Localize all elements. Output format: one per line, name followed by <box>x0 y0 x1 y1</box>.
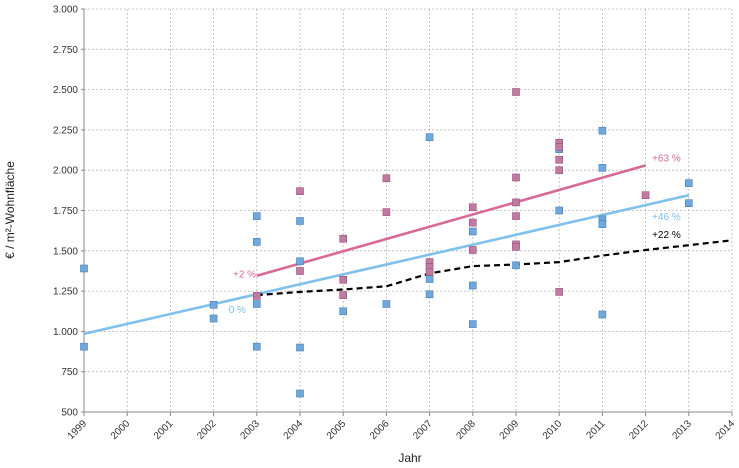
y-tick-label: 1.750 <box>53 206 78 217</box>
pink-data-point <box>512 212 520 220</box>
blue-data-point <box>468 281 477 290</box>
grid-lines <box>83 8 733 413</box>
x-tick-label: 2005 <box>325 418 349 442</box>
y-axis-title: € / m²-Wohnfläche <box>3 161 17 259</box>
x-tick-label: 2010 <box>541 418 565 442</box>
blue-data-point <box>425 290 434 299</box>
blue-data-point <box>555 206 564 215</box>
x-tick-label: 2012 <box>627 418 651 442</box>
pink-data-point <box>468 218 477 227</box>
pink-data-point <box>555 166 564 174</box>
blue-data-point <box>598 220 607 228</box>
x-tick-label: 2009 <box>498 418 522 442</box>
blue-data-point <box>684 199 693 207</box>
x-tick-label: 2008 <box>454 418 478 442</box>
blue-data-point <box>425 133 434 141</box>
pink-data-point <box>468 246 477 254</box>
blue-data-point <box>468 320 477 328</box>
pink-data-point <box>382 208 391 216</box>
y-tick-label: 2.500 <box>53 85 78 96</box>
blue-data-point <box>512 261 520 270</box>
y-tick-labels: 500 750 1.000 1.250 1.500 1.750 2.000 2.250 2.50… <box>53 5 78 419</box>
x-tick-label: 2002 <box>195 418 219 442</box>
blue-data-point <box>598 164 607 172</box>
blue-data-point <box>598 126 607 135</box>
blue-data-point <box>684 179 693 187</box>
solid-trend-line <box>83 193 690 336</box>
y-tick-label: 2.250 <box>53 125 78 136</box>
blue-data-point <box>209 300 218 309</box>
blue-data-point <box>253 238 261 246</box>
pink-data-point <box>555 155 564 164</box>
pink-data-point <box>641 191 650 199</box>
pink-data-point <box>339 234 348 243</box>
pink-data-point <box>555 143 564 151</box>
trend-label: +46 % <box>652 212 681 223</box>
x-tick-labels: 1999 2000 2001 2002 2003 2004 2005 2006 2007 2008… <box>66 418 738 442</box>
pink-data-point <box>296 187 304 195</box>
blue-data-point <box>296 389 304 398</box>
pink-data-point <box>253 292 261 300</box>
y-tick-label: 3.000 <box>53 5 78 16</box>
blue-data-point <box>468 227 477 236</box>
trend-label: +63 % <box>652 153 681 164</box>
blue-data-point <box>80 342 88 351</box>
trend-label: +2 % <box>233 269 256 280</box>
pink-data-point <box>512 243 520 251</box>
x-tick-label: 2004 <box>282 418 306 442</box>
pink-data-point <box>468 203 477 212</box>
x-axis-title: Jahr <box>398 451 421 465</box>
trend-lines <box>83 164 733 336</box>
pink-data-point <box>555 288 564 296</box>
pink-data-point <box>382 174 391 183</box>
x-tick-label: 1999 <box>66 418 90 442</box>
y-tick-label: 500 <box>61 408 78 419</box>
y-tick-label: 2.750 <box>53 45 78 56</box>
blue-data-point <box>339 307 348 316</box>
pink-data-point <box>512 173 520 182</box>
x-tick-label: 2006 <box>368 418 392 442</box>
y-tick-label: 2.000 <box>53 166 78 177</box>
x-tick-label: 2000 <box>109 418 133 442</box>
blue-data-point <box>296 217 304 225</box>
y-tick-label: 1.250 <box>53 287 78 298</box>
dashed-trend-line <box>256 239 733 297</box>
trend-annotations: +63 % +46 % +22 % +2 % 0 % <box>229 153 681 316</box>
axes <box>81 8 733 416</box>
y-tick-label: 750 <box>61 367 78 378</box>
x-tick-label: 2014 <box>714 418 738 442</box>
blue-data-point <box>253 342 261 351</box>
x-tick-label: 2007 <box>411 418 435 442</box>
x-tick-label: 2011 <box>585 418 608 441</box>
blue-data-point <box>209 314 218 323</box>
trend-label: 0 % <box>229 305 246 316</box>
blue-data-point <box>296 257 304 266</box>
x-tick-label: 2003 <box>238 418 262 442</box>
pink-data-point <box>512 88 520 96</box>
blue-data-point <box>598 310 607 319</box>
blue-data-point <box>253 212 261 220</box>
trend-label: +22 % <box>652 230 681 241</box>
y-tick-label: 1.000 <box>53 327 78 338</box>
solid-trend-line <box>256 164 646 278</box>
blue-data-point <box>80 264 88 273</box>
pink-data-point <box>512 198 520 207</box>
blue-data-point <box>382 300 391 308</box>
blue-data-point <box>253 300 261 308</box>
pink-data-point <box>296 267 304 275</box>
pink-data-point <box>339 275 348 284</box>
pink-data-point <box>339 291 348 299</box>
pink-data-point <box>425 267 434 276</box>
y-tick-label: 1.500 <box>53 246 78 257</box>
x-tick-label: 2001 <box>152 418 176 442</box>
blue-data-point <box>296 343 304 352</box>
blue-data-point <box>425 275 434 283</box>
x-tick-label: 2013 <box>670 418 694 442</box>
data-points <box>80 88 693 398</box>
